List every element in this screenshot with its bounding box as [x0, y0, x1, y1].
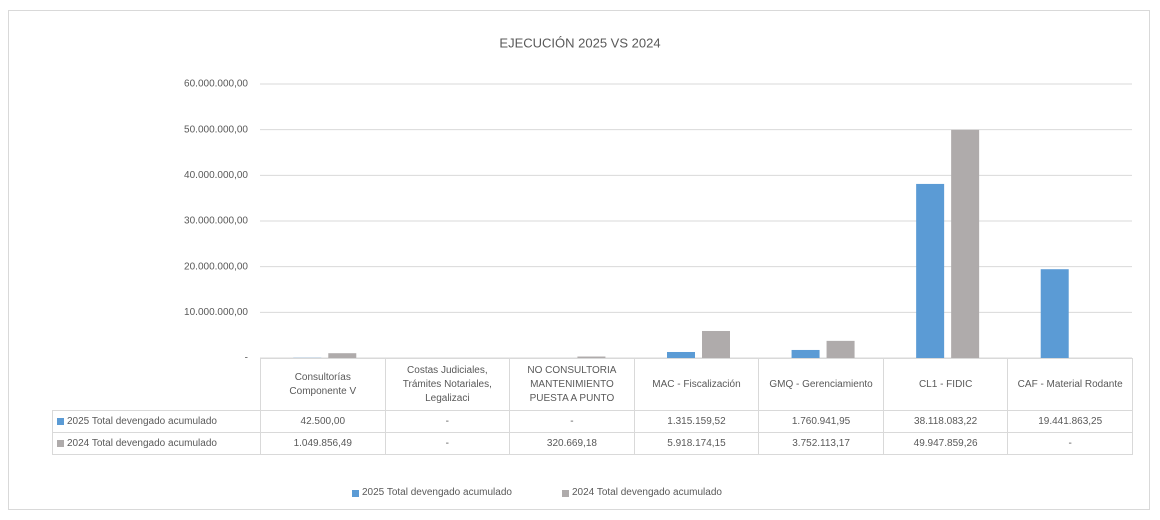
y-tick-label: 30.000.000,00: [184, 216, 248, 227]
bar: [951, 129, 980, 358]
category-cell: Consultorías Componente V: [260, 358, 386, 411]
bar: [791, 349, 820, 358]
y-tick-label: 50.000.000,00: [184, 124, 248, 135]
series-row-label: 2025 Total devengado acumulado: [52, 410, 261, 433]
category-cell: CAF - Material Rodante: [1007, 358, 1133, 411]
bar: [916, 183, 945, 358]
series-name: 2024 Total devengado acumulado: [67, 437, 217, 449]
category-cell: MAC - Fiscalización: [633, 358, 760, 411]
value-cell: 3.752.113,17: [758, 432, 884, 455]
value-cell: 19.441.863,25: [1007, 410, 1133, 433]
bar: [1040, 269, 1069, 358]
series-row-label: 2024 Total devengado acumulado: [52, 432, 261, 455]
bar: [702, 330, 730, 358]
value-cell: 1.049.856,49: [260, 432, 386, 455]
value-cell: 320.669,18: [509, 432, 635, 455]
legend-swatch: [352, 489, 359, 497]
value-cell: -: [384, 432, 511, 455]
value-cell: -: [509, 410, 635, 433]
y-tick-label: -: [245, 353, 248, 364]
value-cell: 38.118.083,22: [882, 410, 1009, 433]
value-cell: -: [1007, 432, 1133, 455]
value-cell: 42.500,00: [260, 410, 386, 433]
legend-item: 2025 Total devengado acumulado: [352, 485, 512, 501]
category-cell: NO CONSULTORIA MANTENIMIENTO PUESTA A PU…: [509, 358, 635, 411]
category-cell: GMQ - Gerenciamiento: [758, 358, 884, 411]
series-swatch: [57, 440, 64, 447]
y-tick-label: 60.000.000,00: [184, 79, 248, 90]
value-cell: 1.315.159,52: [633, 410, 760, 433]
bar: [577, 356, 606, 358]
series-swatch: [57, 418, 64, 425]
value-cell: 1.760.941,95: [758, 410, 884, 433]
legend-swatch: [562, 489, 569, 497]
legend-label: 2024 Total devengado acumulado: [572, 487, 722, 498]
category-cell: Costas Judiciales, Trámites Notariales, …: [384, 358, 511, 411]
bar: [328, 353, 357, 358]
y-tick-label: 20.000.000,00: [184, 261, 248, 272]
bar: [826, 340, 855, 358]
y-tick-label: 10.000.000,00: [184, 307, 248, 318]
series-name: 2025 Total devengado acumulado: [67, 415, 217, 427]
bar: [667, 351, 695, 358]
chart-title: EJECUCIÓN 2025 VS 2024: [499, 35, 660, 50]
legend-label: 2025 Total devengado acumulado: [362, 487, 512, 498]
value-cell: 5.918.174,15: [633, 432, 760, 455]
category-cell: CL1 - FIDIC: [882, 358, 1009, 411]
y-tick-label: 40.000.000,00: [184, 170, 248, 181]
value-cell: 49.947.859,26: [882, 432, 1009, 455]
legend-item: 2024 Total devengado acumulado: [562, 485, 722, 501]
value-cell: -: [384, 410, 511, 433]
